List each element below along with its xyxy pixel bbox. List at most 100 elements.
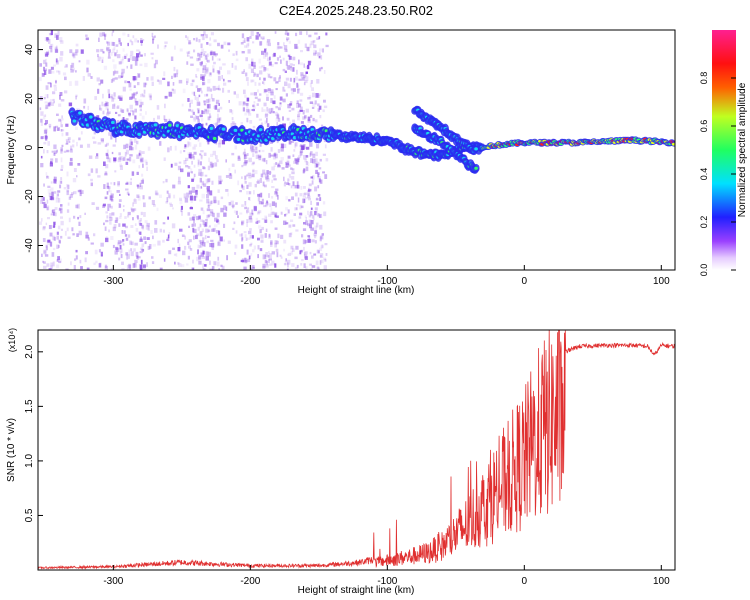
noise-speckle [277, 163, 280, 167]
noise-speckle [316, 37, 319, 40]
noise-speckle [109, 216, 113, 221]
noise-speckle [262, 54, 266, 59]
noise-speckle [79, 192, 82, 197]
noise-speckle [59, 92, 63, 96]
noise-speckle [209, 224, 211, 227]
noise-speckle [218, 233, 221, 238]
noise-speckle [289, 65, 293, 69]
noise-speckle [108, 229, 110, 233]
noise-speckle [290, 66, 292, 71]
noise-speckle [249, 36, 252, 39]
noise-speckle [195, 233, 199, 237]
noise-speckle [130, 109, 134, 112]
noise-speckle [286, 32, 290, 36]
noise-speckle [118, 40, 121, 45]
noise-speckle [171, 223, 176, 229]
noise-speckle [296, 184, 300, 189]
noise-speckle [319, 48, 322, 52]
noise-speckle [256, 32, 259, 35]
noise-speckle [83, 105, 86, 109]
noise-speckle [280, 234, 284, 239]
noise-speckle [98, 83, 101, 86]
noise-speckle [244, 45, 247, 48]
noise-speckle [251, 209, 254, 215]
noise-speckle [165, 178, 168, 183]
noise-speckle [302, 169, 305, 174]
noise-speckle [200, 76, 203, 80]
noise-speckle [125, 161, 129, 165]
noise-speckle [167, 193, 171, 198]
noise-speckle [41, 72, 45, 77]
noise-speckle [318, 109, 320, 112]
noise-speckle [297, 84, 300, 88]
noise-speckle [283, 239, 287, 244]
noise-speckle [178, 243, 181, 249]
noise-speckle [110, 198, 114, 202]
noise-speckle [45, 132, 48, 137]
noise-speckle [250, 68, 254, 73]
noise-speckle [43, 59, 46, 65]
noise-speckle [134, 98, 137, 103]
noise-speckle [264, 219, 267, 223]
noise-speckle [265, 264, 269, 268]
noise-speckle [120, 75, 123, 78]
noise-speckle [204, 264, 207, 267]
noise-speckle [165, 178, 168, 183]
noise-speckle [237, 157, 241, 161]
noise-speckle [274, 62, 278, 65]
noise-speckle [227, 42, 231, 46]
noise-speckle [279, 75, 281, 79]
colorbar-tick-label: 0.6 [699, 120, 709, 133]
noise-speckle [248, 197, 251, 201]
noise-speckle [276, 140, 279, 144]
noise-speckle [279, 96, 283, 101]
noise-speckle [52, 91, 56, 95]
noise-speckle [221, 75, 223, 80]
noise-speckle [309, 211, 312, 214]
noise-speckle [129, 96, 133, 100]
ridge-core [78, 111, 82, 115]
noise-speckle [51, 191, 54, 197]
noise-speckle [266, 200, 268, 204]
noise-speckle [323, 211, 327, 217]
noise-speckle [173, 194, 176, 199]
noise-speckle [264, 173, 268, 178]
noise-speckle [78, 221, 81, 226]
noise-speckle [67, 236, 71, 239]
noise-speckle [42, 201, 46, 204]
noise-speckle [86, 267, 90, 270]
noise-speckle [163, 258, 166, 262]
noise-speckle [128, 263, 131, 268]
noise-speckle [275, 248, 279, 253]
noise-speckle [60, 220, 64, 226]
noise-speckle [57, 190, 61, 193]
noise-speckle [310, 80, 313, 84]
noise-speckle [61, 115, 63, 119]
noise-speckle [252, 249, 255, 253]
x-tick-label: -300 [103, 276, 123, 287]
noise-speckle [248, 197, 250, 200]
noise-speckle [100, 79, 104, 84]
noise-speckle [128, 113, 131, 117]
noise-speckle [172, 247, 175, 250]
noise-speckle [287, 259, 291, 265]
noise-speckle [250, 144, 253, 150]
noise-speckle [233, 91, 236, 95]
noise-speckle [87, 105, 89, 110]
noise-speckle [242, 185, 245, 190]
noise-speckle [128, 112, 131, 115]
noise-speckle [137, 40, 139, 43]
noise-speckle [213, 200, 216, 204]
noise-speckle [49, 196, 53, 201]
noise-speckle [277, 188, 279, 191]
noise-speckle [227, 89, 230, 93]
noise-speckle [128, 249, 131, 255]
noise-speckle [247, 49, 251, 54]
noise-speckle [317, 172, 320, 177]
noise-speckle [110, 236, 114, 240]
noise-speckle [266, 261, 268, 266]
noise-speckle [276, 252, 279, 258]
noise-speckle [103, 65, 108, 70]
noise-speckle [54, 179, 57, 184]
noise-speckle [156, 207, 159, 212]
